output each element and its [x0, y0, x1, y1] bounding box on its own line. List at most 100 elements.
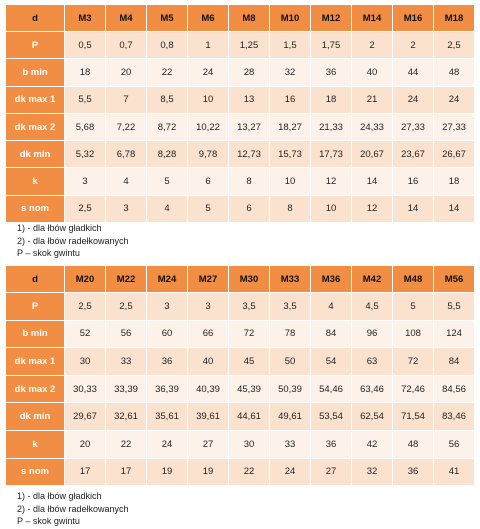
table-row: s nom 2,5 3 4 5 6 8 10 12 14 14	[5, 194, 475, 224]
row-label: s nom	[5, 194, 65, 224]
table-cell: 36	[146, 347, 188, 376]
table-cell: 27	[187, 429, 229, 459]
column-header: M14	[351, 4, 393, 32]
table-cell: 30,33	[64, 374, 106, 404]
column-header: M48	[392, 265, 434, 293]
table-cell: 42	[351, 429, 393, 459]
table-cell: 3	[187, 292, 229, 321]
table-cell: 71,54	[392, 402, 434, 431]
table-cell: 21,33	[310, 112, 352, 142]
table-header-row: d M20 M22 M24 M27 M30 M33 M36 M42 M48 M5…	[5, 265, 475, 293]
table-cell: 84	[433, 347, 475, 376]
table-cell: 32,61	[105, 402, 147, 431]
footnote: P – skok gwintu	[17, 516, 80, 526]
column-header: M27	[187, 265, 229, 293]
table-cell: 84,56	[433, 374, 475, 404]
column-header: M12	[310, 4, 352, 32]
table-cell: 27	[310, 457, 352, 487]
table-cell: 39,61	[187, 402, 229, 431]
column-header: M6	[187, 4, 229, 32]
table-cell: 54	[310, 347, 352, 376]
table-cell: 10	[187, 85, 229, 114]
row-label: k	[5, 429, 65, 459]
table-cell: 63	[351, 347, 393, 376]
table-cell: 3,5	[228, 292, 270, 321]
row-label: s nom	[5, 457, 65, 487]
table-row: dk max 2 30,33 33,39 36,39 40,39 45,39 50,39 54…	[5, 374, 475, 404]
table-cell: 19	[187, 457, 229, 487]
table-cell: 4	[146, 194, 188, 224]
table-row: dk max 1 5,5 7 8,5 10 13 16 18 21 24 24	[5, 85, 475, 114]
table-cell: 10	[269, 167, 311, 196]
table-row: b min 52 56 60 66 72 78 84 96 108 124	[5, 319, 475, 349]
table-cell: 0,7	[105, 30, 147, 60]
row-label: dk max 2	[5, 374, 65, 404]
table-cell: 50	[269, 347, 311, 376]
table-cell: 24,33	[351, 112, 393, 142]
table-cell: 62,54	[351, 402, 393, 431]
table-cell: 33	[105, 347, 147, 376]
column-header: M5	[146, 4, 188, 32]
table-cell: 24	[433, 85, 475, 114]
table-cell: 28	[228, 58, 270, 87]
table-cell: 44	[392, 58, 434, 87]
table-cell: 36,39	[146, 374, 188, 404]
table-cell: 6,78	[105, 140, 147, 169]
table-cell: 22	[228, 457, 270, 487]
table-cell: 60	[146, 319, 188, 349]
table-cell: 14	[433, 194, 475, 224]
table-cell: 24	[187, 58, 229, 87]
table-cell: 20	[105, 58, 147, 87]
table-cell: 22	[146, 58, 188, 87]
table-row: b min 18 20 22 24 28 32 36 40 44 48	[5, 58, 475, 87]
table-cell: 10	[310, 194, 352, 224]
table-cell: 12,73	[228, 140, 270, 169]
table-cell: 5,5	[433, 292, 475, 321]
table-cell: 15,73	[269, 140, 311, 169]
table-cell: 24	[269, 457, 311, 487]
table-cell: 52	[64, 319, 106, 349]
table-cell: 8,72	[146, 112, 188, 142]
row-label: P	[5, 292, 65, 321]
row-label: dk min	[5, 402, 65, 431]
table-cell: 40	[351, 58, 393, 87]
table-cell: 3	[146, 292, 188, 321]
table-cell: 2,5	[64, 194, 106, 224]
table-cell: 4	[105, 167, 147, 196]
column-header: M33	[269, 265, 311, 293]
table-cell: 1,5	[269, 30, 311, 60]
table-cell: 45,39	[228, 374, 270, 404]
header-label: d	[5, 265, 65, 293]
footnote: 1) - dla łbów gładkich	[17, 223, 102, 233]
table-cell: 3	[105, 194, 147, 224]
table-cell: 17,73	[310, 140, 352, 169]
footnote: 1) - dla łbów gładkich	[17, 491, 102, 501]
table-cell: 72	[392, 347, 434, 376]
table-row: k 20 22 24 27 30 33 36 42 48 56	[5, 429, 475, 459]
table-cell: 108	[392, 319, 434, 349]
table-cell: 3,5	[269, 292, 311, 321]
table-cell: 18	[310, 85, 352, 114]
table-cell: 1,25	[228, 30, 270, 60]
footnotes: 1) - dla łbów gładkich 2) - dla łbów rad…	[17, 222, 129, 260]
table-cell: 30	[228, 429, 270, 459]
table-cell: 26,67	[433, 140, 475, 169]
table-cell: 24	[146, 429, 188, 459]
table-cell: 8,28	[146, 140, 188, 169]
table-row: k 3 4 5 6 8 10 12 14 16 18	[5, 167, 475, 196]
column-header: M22	[105, 265, 147, 293]
table-cell: 72,46	[392, 374, 434, 404]
table-cell: 18	[64, 58, 106, 87]
table-cell: 10,22	[187, 112, 229, 142]
table-cell: 54,46	[310, 374, 352, 404]
column-header: M16	[392, 4, 434, 32]
column-header: M10	[269, 4, 311, 32]
table-cell: 29,67	[64, 402, 106, 431]
table-cell: 96	[351, 319, 393, 349]
table-row: P 2,5 2,5 3 3 3,5 3,5 4 4,5 5 5,5	[5, 292, 475, 321]
table-cell: 9,78	[187, 140, 229, 169]
column-header: M36	[310, 265, 352, 293]
table-cell: 2	[392, 30, 434, 60]
table-cell: 20,67	[351, 140, 393, 169]
table-cell: 6	[187, 167, 229, 196]
